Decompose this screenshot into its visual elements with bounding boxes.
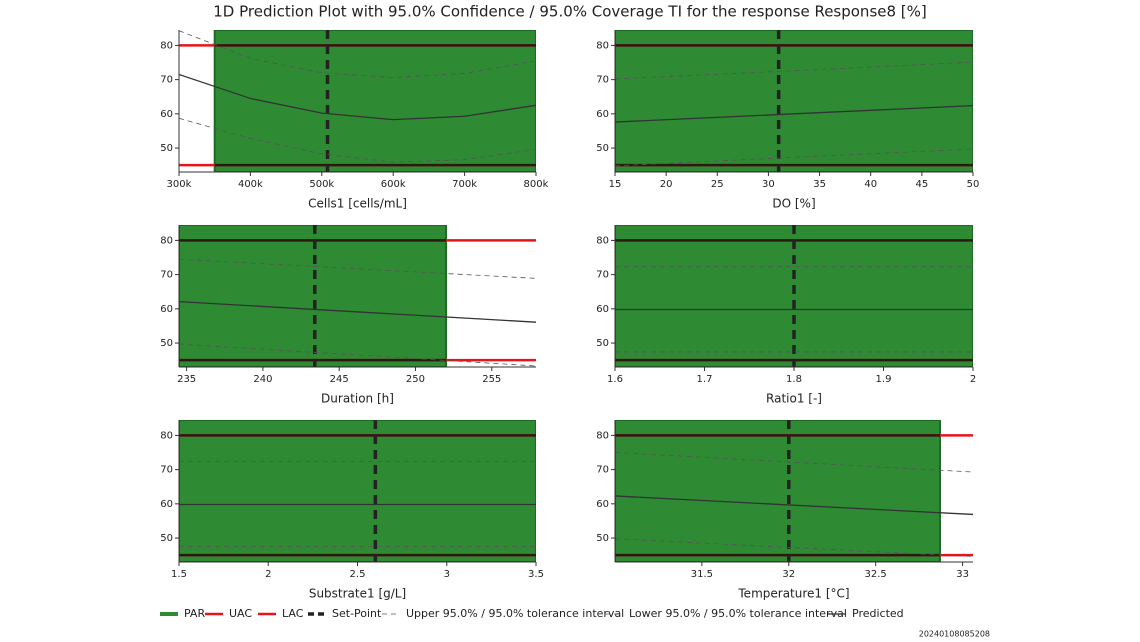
y-tick-label: 70	[160, 465, 173, 476]
y-tick-label: 50	[596, 533, 609, 544]
y-tick-label: 80	[160, 40, 173, 51]
y-tick-label: 50	[160, 143, 173, 154]
lower-line	[615, 538, 973, 557]
plot-area	[179, 420, 536, 562]
x-axis-label: Substrate1 [g/L]	[309, 587, 406, 601]
y-tick-label: 80	[596, 40, 609, 51]
y-tick-label: 70	[596, 270, 609, 281]
lower-line	[615, 148, 973, 167]
y-tick-label: 50	[596, 143, 609, 154]
x-tick-label: 32.5	[865, 569, 887, 580]
y-tick-label: 80	[160, 430, 173, 441]
x-tick-label: 400k	[238, 179, 263, 190]
x-tick-label: 800k	[524, 179, 549, 190]
y-tick-label: 80	[596, 430, 609, 441]
plot-area	[179, 225, 536, 367]
x-tick-label: 35	[813, 179, 826, 190]
y-tick-label: 60	[596, 304, 609, 315]
lower-line	[179, 343, 536, 367]
x-tick-label: 3	[444, 569, 450, 580]
x-axis-label: Duration [h]	[321, 392, 394, 406]
y-tick-label: 50	[160, 338, 173, 349]
x-axis-label: Ratio1 [-]	[766, 392, 822, 406]
y-tick-label: 70	[596, 465, 609, 476]
x-tick-label: 250	[406, 374, 425, 385]
x-tick-label: 20	[660, 179, 673, 190]
y-tick-label: 60	[160, 109, 173, 120]
x-tick-label: 15	[609, 179, 622, 190]
predicted-line	[179, 301, 536, 323]
x-tick-label: 25	[711, 179, 724, 190]
x-tick-label: 1.6	[607, 374, 623, 385]
x-tick-label: 30	[762, 179, 775, 190]
par-region	[179, 420, 536, 562]
plot-area	[615, 30, 973, 172]
y-tick-label: 70	[160, 75, 173, 86]
x-tick-label: 700k	[452, 179, 477, 190]
predicted-line	[615, 104, 973, 123]
legend-label: UAC	[229, 607, 252, 620]
plot-area	[179, 30, 536, 172]
legend-label: Lower 95.0% / 95.0% tolerance interval	[629, 607, 847, 620]
legend-label: Set-Point	[332, 607, 382, 620]
plot-area	[615, 225, 973, 367]
upper-line	[179, 258, 536, 279]
x-tick-label: 32	[782, 569, 795, 580]
legend-label: LAC	[282, 607, 304, 620]
y-tick-label: 60	[160, 499, 173, 510]
x-tick-label: 1.8	[786, 374, 802, 385]
x-tick-label: 255	[482, 374, 501, 385]
par-region	[179, 225, 447, 367]
x-tick-label: 300k	[167, 179, 192, 190]
x-tick-label: 45	[915, 179, 928, 190]
y-tick-label: 70	[160, 270, 173, 281]
y-tick-label: 80	[596, 235, 609, 246]
par-region	[213, 30, 536, 172]
y-tick-label: 70	[596, 75, 609, 86]
plot-area	[615, 420, 973, 562]
x-tick-label: 1.5	[171, 569, 187, 580]
x-tick-label: 1.7	[697, 374, 713, 385]
legend-label: Upper 95.0% / 95.0% tolerance interval	[406, 607, 624, 620]
chart-title: 1D Prediction Plot with 95.0% Confidence…	[213, 3, 927, 21]
predicted-line	[179, 73, 536, 121]
par-region	[615, 420, 941, 562]
y-tick-label: 60	[596, 499, 609, 510]
x-tick-label: 2.5	[350, 569, 366, 580]
x-axis-label: Cells1 [cells/mL]	[308, 197, 407, 211]
legend-label: Predicted	[852, 607, 904, 620]
x-tick-label: 50	[967, 179, 980, 190]
predicted-line	[615, 495, 973, 516]
x-axis-label: Temperature1 [°C]	[737, 587, 849, 601]
x-tick-label: 33	[956, 569, 969, 580]
x-tick-label: 500k	[309, 179, 334, 190]
timestamp: 20240108085208	[919, 630, 990, 639]
lower-line	[179, 117, 536, 163]
y-tick-label: 60	[160, 304, 173, 315]
x-tick-label: 2	[265, 569, 271, 580]
x-tick-label: 2	[970, 374, 976, 385]
y-tick-label: 50	[596, 338, 609, 349]
upper-line	[615, 61, 973, 80]
par-region	[615, 30, 973, 172]
x-tick-label: 240	[253, 374, 272, 385]
x-axis-label: DO [%]	[772, 197, 815, 211]
x-tick-label: 40	[864, 179, 877, 190]
upper-line	[615, 452, 973, 473]
upper-line	[179, 30, 536, 78]
y-tick-label: 50	[160, 533, 173, 544]
y-tick-label: 80	[160, 235, 173, 246]
x-tick-label: 3.5	[528, 569, 544, 580]
x-tick-label: 235	[177, 374, 196, 385]
x-tick-label: 1.9	[876, 374, 892, 385]
legend-label: PAR	[184, 607, 205, 620]
x-tick-label: 245	[330, 374, 349, 385]
x-tick-label: 31.5	[691, 569, 713, 580]
y-tick-label: 60	[596, 109, 609, 120]
x-tick-label: 600k	[381, 179, 406, 190]
